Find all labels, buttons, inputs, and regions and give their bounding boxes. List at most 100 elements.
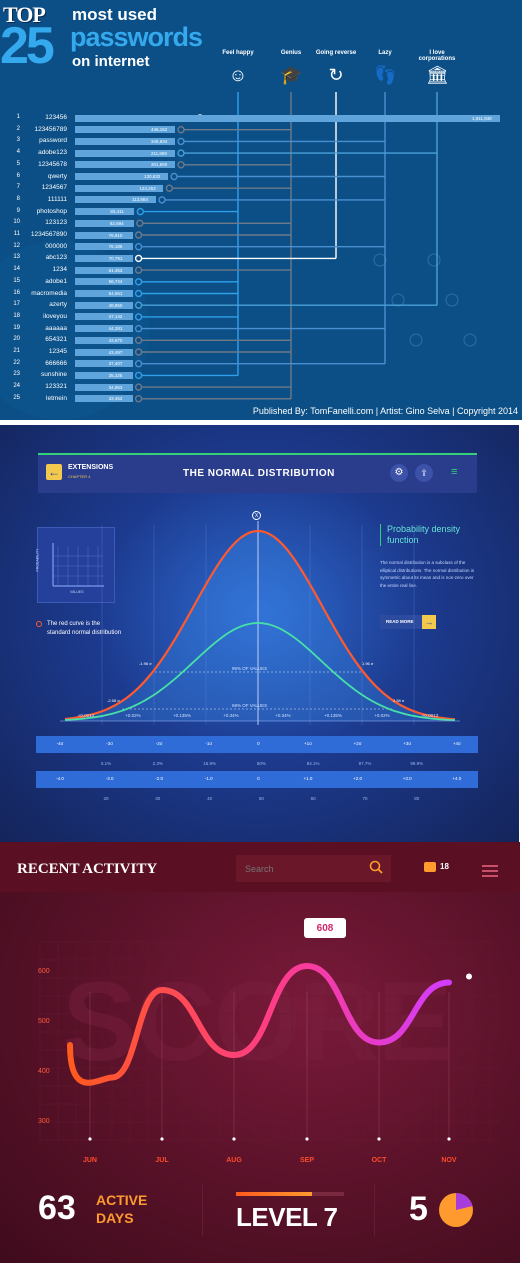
value-bar [75, 360, 133, 368]
sd-label-right-258: 2.58 σ [393, 698, 405, 703]
password-label: 1234 [52, 266, 67, 274]
value-label: 35,325 [108, 372, 123, 378]
row-dot [134, 371, 143, 380]
table-cell: +1.0 [303, 776, 313, 781]
row-dot [136, 219, 144, 228]
y-tick-label: 600 [38, 968, 50, 975]
table-cell: 60 [310, 796, 316, 801]
gear-icon: ⚙ [394, 467, 404, 478]
bg-node [409, 333, 423, 347]
count-number: 5 [409, 1190, 428, 1228]
row-dot [134, 231, 143, 239]
search-box[interactable] [236, 855, 391, 882]
title-top: TOP [3, 2, 46, 27]
rank-number: 16 [13, 289, 20, 296]
back-button[interactable]: ← [46, 464, 62, 480]
value-bar [75, 371, 133, 379]
password-label: azerty [49, 301, 67, 309]
value-bar [75, 184, 164, 192]
value-label: 130,832 [144, 174, 161, 179]
table-cell: +4.0 [452, 776, 462, 781]
table-cell: -4.0 [56, 776, 64, 781]
password-label: macromedia [31, 289, 67, 297]
notifications-button[interactable]: 18 [424, 862, 452, 876]
menu-button[interactable] [482, 864, 498, 877]
value-bar [75, 336, 133, 344]
table-cell: -2.0 [155, 776, 164, 781]
value-label: 1,911,938 [472, 115, 492, 121]
rank-number: 3 [16, 137, 20, 144]
value-bar [75, 149, 175, 157]
y-tick-label: 300 [38, 1118, 50, 1125]
page-title: THE NORMAL DISTRIBUTION [183, 468, 335, 479]
info-title: Probability density function [387, 524, 461, 545]
value-bar [75, 254, 133, 262]
password-label: letmein [46, 394, 67, 402]
password-label: adobe1 [45, 277, 67, 285]
rank-number: 20 [13, 336, 20, 343]
x-tick-label: JUL [155, 1157, 169, 1164]
legend-text: The red curve is the standard normal dis… [47, 621, 122, 636]
value-bar [75, 266, 133, 274]
month-dot [447, 1137, 451, 1141]
value-bar [75, 243, 133, 251]
value-label: 61,453 [108, 267, 123, 273]
value-label: 44,281 [108, 326, 123, 332]
title-line2: passwords [70, 22, 203, 52]
share-button[interactable]: ⇪ [415, 464, 433, 482]
search-icon[interactable] [369, 860, 383, 874]
smiley-icon: ☺ [228, 65, 248, 85]
value-label: 56,744 [108, 279, 123, 285]
rank-number: 13 [13, 254, 20, 261]
active-label-1: ACTIVE [96, 1192, 148, 1208]
table-cell: 50% [256, 761, 266, 766]
value-label: 124,253 [139, 185, 156, 191]
settings-button[interactable]: ⚙ [390, 464, 408, 482]
password-label: adobe123 [38, 149, 67, 157]
activity-chart: 600 500 400 300 JUN JUL AUG SEP OCT NOV [38, 941, 500, 1164]
value-label: 43,497 [108, 349, 123, 355]
active-label-2: DAYS [96, 1210, 134, 1226]
value-label: 43,670 [108, 337, 123, 343]
row-dot [134, 395, 143, 403]
rank-number: 5 [16, 160, 20, 167]
title-line1: most used [72, 5, 158, 24]
table-cell: -1.0 [204, 776, 213, 781]
rank-number: 1 [16, 114, 20, 120]
divider-bottom-1 [202, 1184, 203, 1236]
password-label: 12345678 [38, 160, 67, 168]
read-more-label: READ MORE [386, 619, 414, 624]
table-cell: 99.9% [410, 761, 424, 766]
reverse-arrow-icon: ↻ [328, 65, 344, 85]
search-input[interactable] [245, 861, 355, 876]
rank-number: 18 [13, 312, 20, 319]
x-tick-label: AUG [226, 1157, 242, 1164]
category-label: Going reverse [315, 50, 357, 56]
value-bar [75, 219, 134, 227]
rank-number: 14 [13, 266, 20, 273]
read-more-button[interactable]: READ MORE → [380, 615, 436, 629]
percent-tick: +0.135% [324, 713, 342, 718]
table-cell: 30 [155, 796, 161, 801]
red-curve [64, 529, 456, 721]
bg-node [391, 293, 405, 307]
peak-value: 608 [316, 923, 334, 934]
rank-number: 8 [16, 195, 20, 202]
notification-count: 18 [440, 862, 449, 871]
row-dot [134, 336, 143, 344]
table-cell: +2.0 [353, 776, 363, 781]
rank-number: 4 [16, 149, 20, 156]
menu-button[interactable]: ≡ [451, 466, 463, 478]
mean-marker-label: X [254, 513, 259, 519]
table-cell: +4σ [452, 741, 461, 746]
table-cell: -1σ [205, 741, 213, 746]
percent-tick: +0.34% [223, 713, 239, 718]
row-dot [134, 254, 143, 263]
table-cell: -4σ [56, 741, 64, 746]
footprints-icon: 👣 [374, 65, 397, 85]
password-label: 111111 [47, 195, 67, 203]
row-dot [134, 324, 143, 333]
table-cell: +3.0 [402, 776, 412, 781]
pie-chart-icon [439, 1193, 473, 1227]
rank-number: 23 [13, 371, 20, 378]
